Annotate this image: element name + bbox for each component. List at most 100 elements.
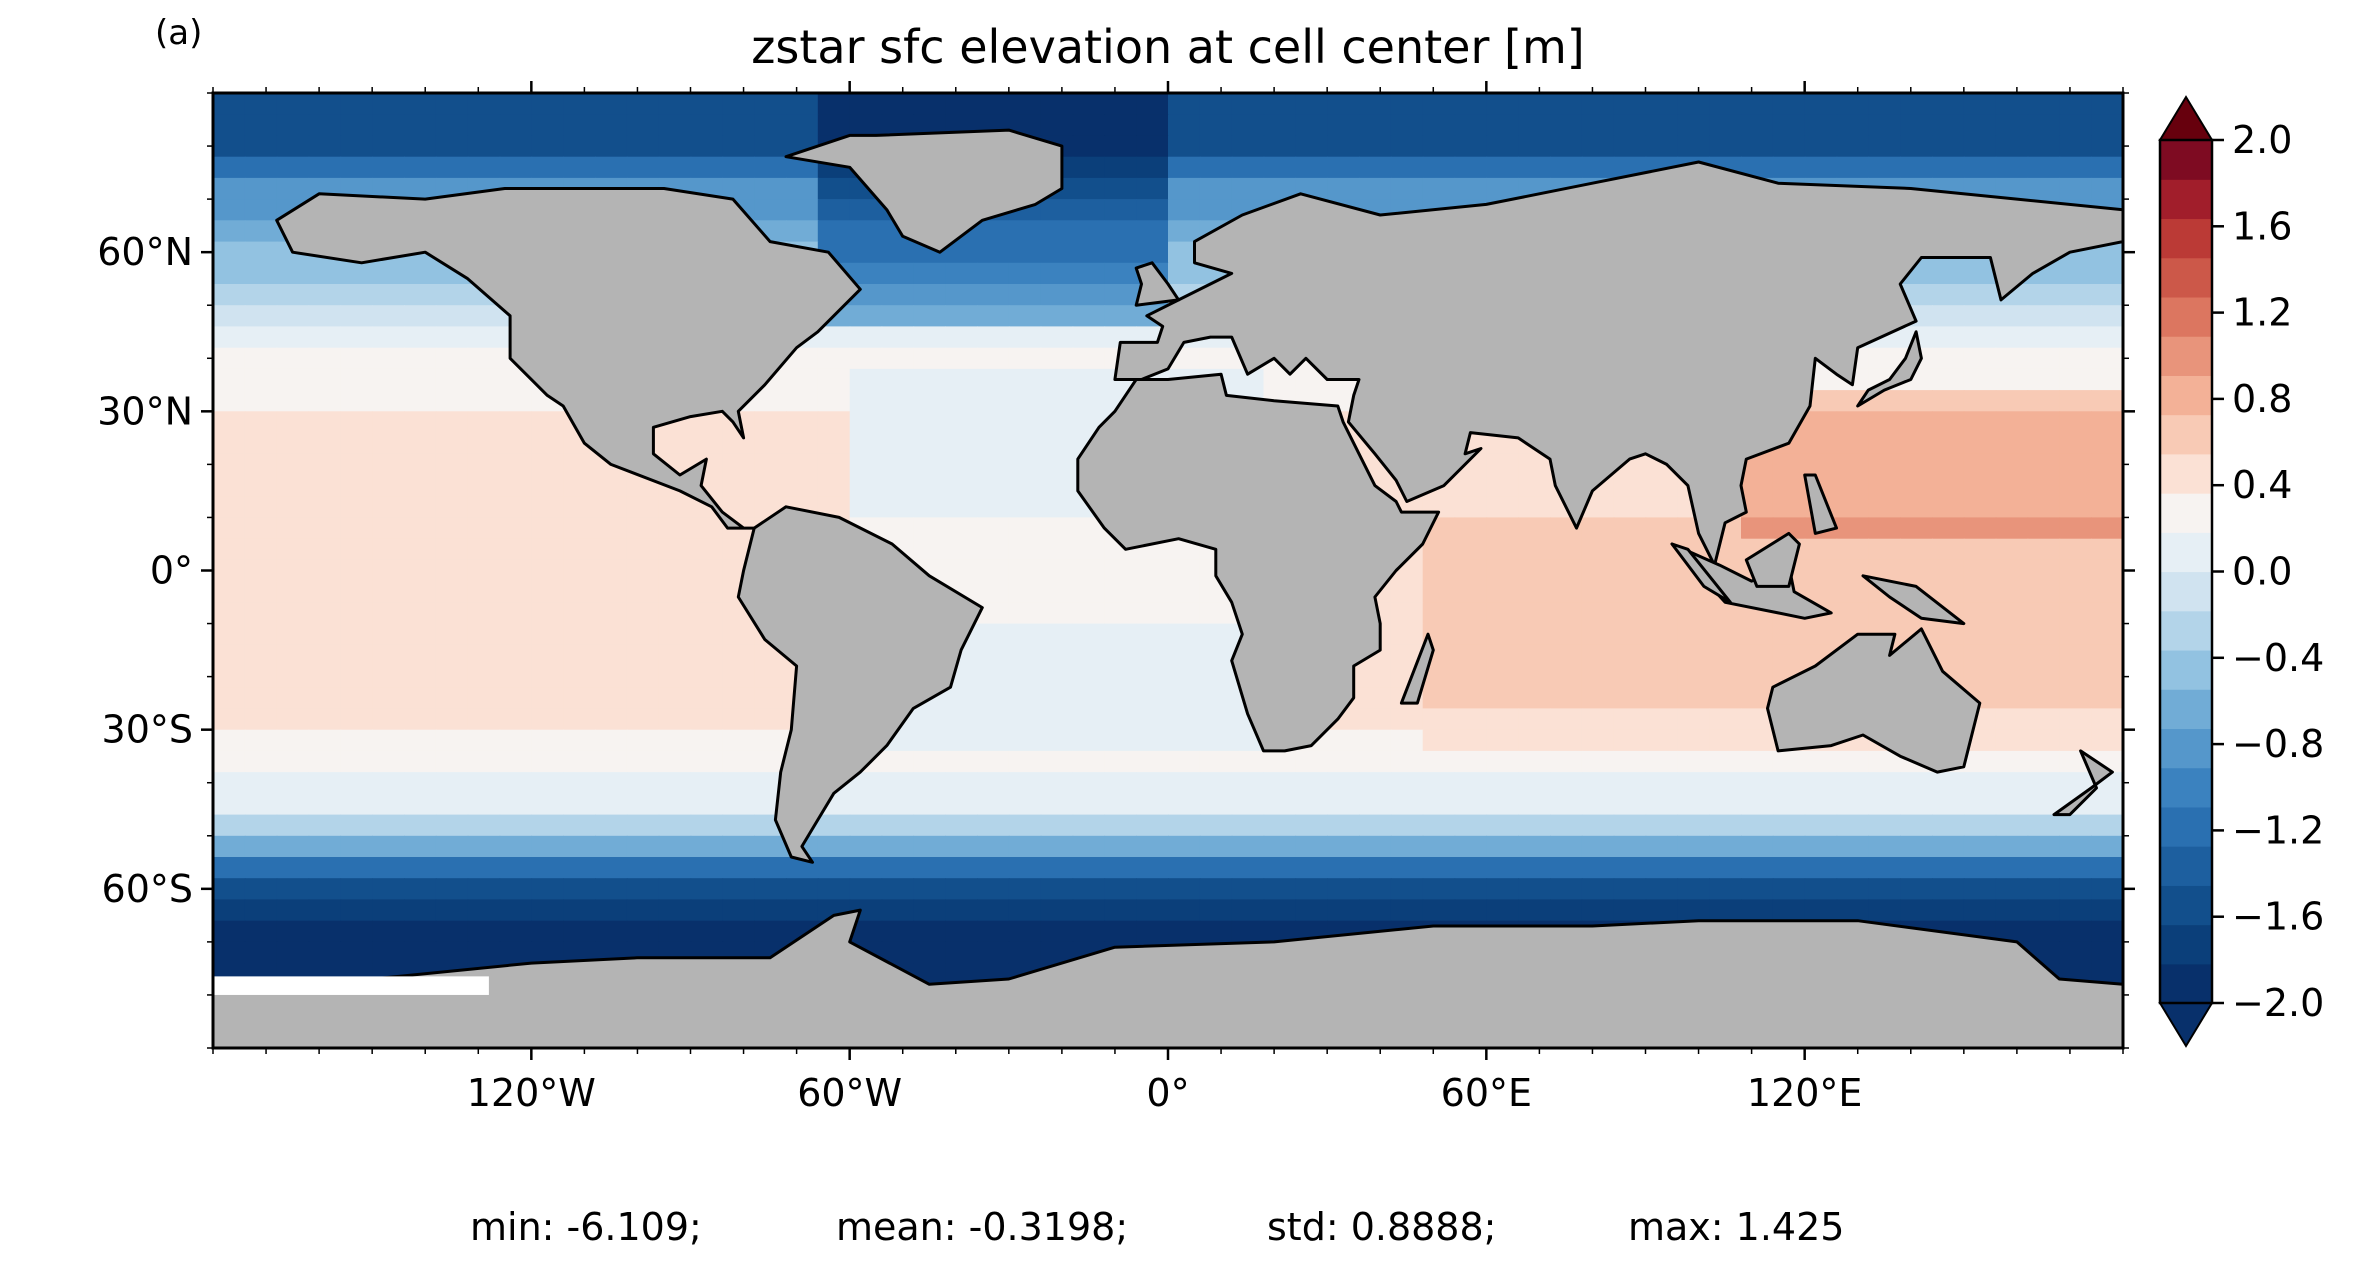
ssh-cell [2059, 347, 2092, 370]
ssh-cell [308, 581, 342, 604]
ssh-cell [1199, 623, 1233, 646]
ssh-cell [1104, 156, 1137, 179]
ssh-cell [1199, 156, 1233, 179]
ssh-cell [817, 814, 851, 837]
ssh-cell [435, 687, 469, 710]
ssh-cell [1422, 177, 1456, 200]
ssh-cell [1168, 708, 1201, 731]
ssh-cell [722, 920, 755, 943]
ssh-cell [595, 496, 628, 519]
ssh-cell [1900, 835, 1933, 858]
ssh-cell [2059, 135, 2092, 158]
ssh-cell [1550, 708, 1583, 731]
ssh-cell [2027, 857, 2061, 879]
ssh-cell [1072, 623, 1106, 646]
ssh-cell [595, 750, 628, 773]
ssh-cell [722, 793, 755, 816]
ssh-cell [276, 114, 310, 137]
ssh-cell [1008, 326, 1042, 349]
ssh-cell [945, 411, 978, 434]
ssh-cell [1581, 517, 1615, 540]
ssh-cell [1645, 475, 1679, 497]
ssh-cell [213, 305, 246, 328]
ssh-cell [1518, 602, 1551, 625]
ssh-cell [754, 687, 787, 710]
ssh-cell [1550, 623, 1583, 646]
ssh-cell [213, 199, 246, 222]
ssh-cell [1199, 729, 1233, 752]
ssh-cell [340, 114, 373, 137]
ssh-cell [1008, 772, 1042, 795]
ssh-cell [817, 475, 851, 497]
ssh-cell [1390, 878, 1424, 901]
ssh-cell [308, 475, 342, 497]
ssh-cell [1963, 559, 1997, 582]
ssh-cell [626, 602, 660, 625]
ssh-cell [913, 517, 946, 540]
ssh-cell [1295, 878, 1328, 901]
ssh-cell [1900, 432, 1933, 455]
ssh-cell [1518, 687, 1551, 710]
ssh-cell [213, 453, 246, 476]
ssh-cell [913, 114, 946, 137]
ssh-cell [1581, 750, 1615, 773]
ssh-cell [913, 326, 946, 349]
ssh-cell [786, 432, 819, 455]
ssh-cell [945, 729, 978, 752]
ssh-cell [977, 241, 1010, 264]
ssh-cell [1868, 602, 1901, 625]
ssh-cell [563, 814, 596, 837]
ssh-cell [690, 135, 724, 158]
ssh-cell [1486, 559, 1519, 582]
ssh-cell [1932, 559, 1965, 582]
ssh-cell [435, 390, 469, 413]
ssh-cell [467, 814, 501, 837]
ssh-cell [499, 857, 533, 879]
ssh-cell [786, 390, 819, 413]
ssh-cell [1868, 559, 1901, 582]
ssh-cell [817, 199, 851, 222]
ssh-cell [595, 793, 628, 816]
ssh-cell [372, 793, 405, 816]
ssh-cell [1486, 623, 1519, 646]
ssh-cell [2059, 390, 2092, 413]
ssh-cell [1327, 857, 1360, 879]
ssh-cell [658, 750, 692, 773]
ssh-cell [1677, 623, 1710, 646]
ssh-cell [913, 835, 946, 858]
ssh-cell [658, 793, 692, 816]
ssh-cell [276, 878, 310, 901]
ssh-cell [1486, 835, 1519, 858]
ssh-cell [690, 432, 724, 455]
ssh-cell [1550, 750, 1583, 773]
ssh-cell [977, 559, 1010, 582]
ssh-cell [499, 666, 533, 688]
ssh-cell [658, 623, 692, 646]
ssh-cell [531, 559, 564, 582]
ssh-cell [1868, 835, 1901, 858]
ssh-cell [1613, 835, 1647, 858]
ssh-cell [1486, 496, 1519, 519]
ssh-cell [1932, 475, 1965, 497]
ssh-cell [1804, 623, 1838, 646]
ssh-cell [340, 475, 373, 497]
ssh-cell [1645, 857, 1679, 879]
ssh-cell [2091, 687, 2123, 710]
ssh-cell [1359, 135, 1392, 158]
ssh-cell [340, 878, 373, 901]
ssh-cell [372, 687, 405, 710]
ssh-cell [1900, 114, 1933, 137]
ssh-cell [722, 623, 755, 646]
ssh-cell [1390, 135, 1424, 158]
ssh-cell [2059, 581, 2092, 604]
ssh-cell [435, 411, 469, 434]
ssh-cell [913, 475, 946, 497]
ssh-cell [1422, 93, 1456, 115]
ssh-cell [2091, 390, 2123, 413]
ssh-cell [881, 368, 915, 391]
ssh-cell [945, 538, 978, 561]
land-borneo [1744, 531, 1801, 588]
ssh-cell [658, 729, 692, 752]
ssh-cell [308, 262, 342, 285]
ssh-cell [1040, 496, 1074, 519]
